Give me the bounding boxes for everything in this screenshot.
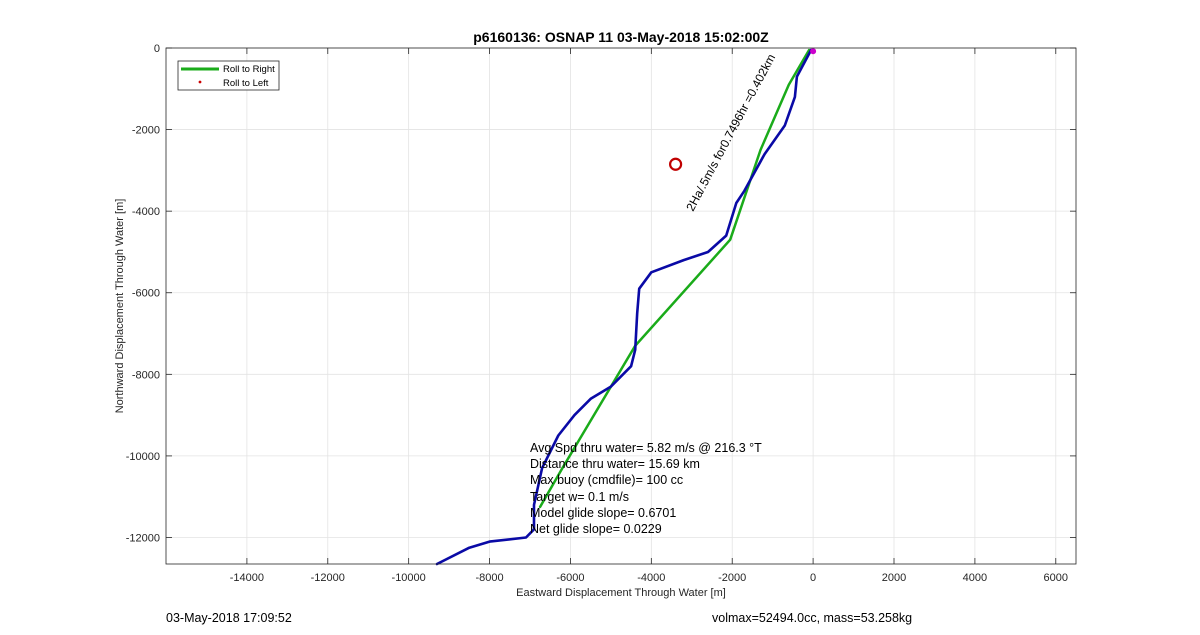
legend: Roll to Right Roll to Left bbox=[177, 60, 280, 91]
x-tick-label: -10000 bbox=[392, 572, 426, 584]
stat-line-5: Net glide slope= 0.0229 bbox=[530, 522, 662, 536]
series-line-roll-right bbox=[538, 48, 811, 509]
footer-timestamp: 03-May-2018 17:09:52 bbox=[166, 611, 292, 625]
legend-label-roll-right: Roll to Right bbox=[223, 64, 275, 75]
x-tick-label: -6000 bbox=[556, 572, 584, 584]
grid bbox=[166, 47, 1076, 564]
x-tick-label: 6000 bbox=[1044, 572, 1068, 584]
y-tick-label: 0 bbox=[154, 43, 160, 55]
stat-line-2: Max buoy (cmdfile)= 100 cc bbox=[530, 473, 683, 487]
x-tick-label: -4000 bbox=[637, 572, 665, 584]
footer-info: volmax=52494.0cc, mass=53.258kg bbox=[712, 611, 913, 625]
x-tick-label: 2000 bbox=[882, 572, 906, 584]
y-tick-label: -8000 bbox=[132, 369, 160, 381]
y-tick-label: -6000 bbox=[132, 288, 160, 300]
markers-layer bbox=[668, 48, 817, 171]
series-line-track bbox=[435, 48, 813, 566]
plot-area bbox=[166, 48, 1076, 564]
y-tick-label: -4000 bbox=[132, 206, 160, 218]
y-tick-label: -2000 bbox=[132, 125, 160, 137]
legend-label-roll-left: Roll to Left bbox=[223, 78, 269, 89]
x-tick-label: -14000 bbox=[230, 572, 264, 584]
legend-box bbox=[177, 60, 280, 91]
stat-line-1: Distance thru water= 15.69 km bbox=[530, 457, 700, 471]
x-tick-label: -12000 bbox=[311, 572, 345, 584]
stat-line-0: Avg Spd thru water= 5.82 m/s @ 216.3 °T bbox=[530, 441, 762, 455]
chart-title: p6160136: OSNAP 11 03-May-2018 15:02:00Z bbox=[473, 29, 769, 45]
x-axis-label: Eastward Displacement Through Water [m] bbox=[516, 587, 726, 599]
series-layer bbox=[435, 48, 813, 566]
stats-block: Avg Spd thru water= 5.82 m/s @ 216.3 °T … bbox=[530, 441, 762, 536]
y-tick-label: -12000 bbox=[126, 532, 160, 544]
y-axis-label: Northward Displacement Through Water [m] bbox=[114, 199, 126, 414]
x-tick-label: -8000 bbox=[475, 572, 503, 584]
plot-frame bbox=[165, 47, 1077, 565]
stat-line-3: Target w= 0.1 m/s bbox=[530, 490, 629, 504]
x-tick-label: -2000 bbox=[718, 572, 746, 584]
legend-marker-roll-left bbox=[198, 80, 202, 84]
x-ticks: -14000 -12000 -10000 -8000 -6000 -4000 -2000 0 2… bbox=[230, 48, 1068, 584]
x-tick-label: 4000 bbox=[963, 572, 987, 584]
y-ticks: 0 -2000 -4000 -6000 -8000 -10000 -12000 bbox=[126, 43, 1076, 544]
target-marker bbox=[668, 157, 683, 171]
x-tick-label: 0 bbox=[810, 572, 816, 584]
y-tick-label: -10000 bbox=[126, 451, 160, 463]
end-marker bbox=[810, 48, 817, 55]
stat-line-4: Model glide slope= 0.6701 bbox=[530, 506, 676, 520]
